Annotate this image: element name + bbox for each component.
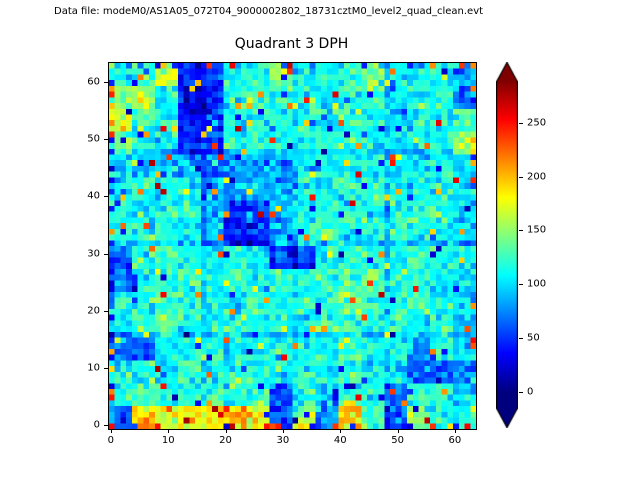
colorbar-tick (519, 284, 523, 286)
chart-title: Quadrant 3 DPH (234, 36, 349, 52)
colorbar-tick-label: 200 (527, 171, 547, 183)
colorbar-canvas (496, 62, 518, 428)
y-tick (104, 253, 108, 255)
x-tick (282, 429, 284, 433)
colorbar-tick (519, 230, 523, 232)
y-tick-label: 0 (93, 419, 100, 431)
x-tick-label: 20 (219, 435, 232, 446)
colorbar-tick-label: 0 (527, 386, 534, 398)
colorbar-tick (519, 391, 523, 393)
colorbar-tick-label: 250 (527, 117, 547, 129)
datafile-annotation: Data file: modeM0/AS1A05_072T04_90000028… (54, 6, 484, 17)
x-tick (168, 429, 170, 433)
y-tick (104, 310, 108, 312)
x-tick-label: 0 (107, 435, 115, 446)
x-tick-label: 60 (448, 435, 462, 446)
y-tick-label: 40 (87, 190, 100, 202)
x-tick-label: 50 (391, 435, 404, 446)
x-tick (225, 429, 227, 433)
y-tick-label: 10 (87, 362, 100, 374)
y-tick (104, 367, 108, 369)
colorbar-tick-label: 50 (527, 332, 540, 344)
x-tick (454, 429, 456, 433)
y-tick (104, 196, 108, 198)
colorbar-tick (519, 176, 523, 178)
y-tick-label: 20 (87, 305, 100, 317)
colorbar-tick (519, 338, 523, 340)
x-tick-label: 10 (161, 435, 175, 446)
x-tick (340, 429, 342, 433)
x-tick-label: 40 (333, 435, 347, 446)
colorbar-tick (519, 122, 523, 124)
colorbar-tick-label: 150 (527, 224, 547, 236)
y-tick (104, 425, 108, 427)
x-tick (397, 429, 399, 433)
heatmap-canvas (109, 63, 476, 429)
y-tick-label: 50 (87, 133, 100, 145)
y-tick (104, 82, 108, 84)
heatmap-axes (108, 62, 477, 430)
y-tick-label: 30 (87, 248, 100, 260)
y-tick (104, 139, 108, 141)
colorbar-tick-label: 100 (527, 278, 547, 290)
y-tick-label: 60 (87, 76, 100, 88)
x-tick (110, 429, 112, 433)
x-tick-label: 30 (276, 435, 290, 446)
